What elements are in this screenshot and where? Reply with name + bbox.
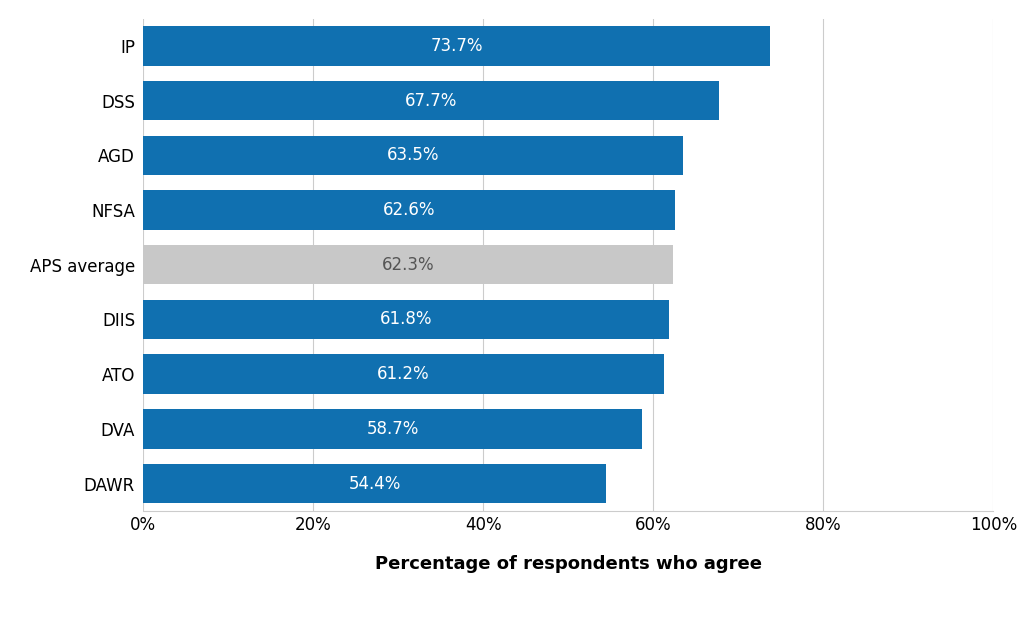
Text: 63.5%: 63.5% [387,146,439,164]
Bar [143,245,673,285]
Text: 62.6%: 62.6% [383,201,435,219]
Bar [143,26,770,65]
Text: 61.2%: 61.2% [377,365,430,383]
Text: 67.7%: 67.7% [404,92,458,110]
Text: 58.7%: 58.7% [367,420,419,438]
Text: 62.3%: 62.3% [382,256,434,273]
Bar [143,409,642,449]
Bar [143,300,669,339]
Bar [143,354,664,394]
Bar [143,464,606,503]
X-axis label: Percentage of respondents who agree: Percentage of respondents who agree [375,555,762,573]
Text: 61.8%: 61.8% [380,310,432,328]
Text: 73.7%: 73.7% [430,37,482,55]
Text: 54.4%: 54.4% [348,475,400,493]
Bar [143,136,683,175]
Bar [143,191,676,230]
Bar [143,81,719,120]
